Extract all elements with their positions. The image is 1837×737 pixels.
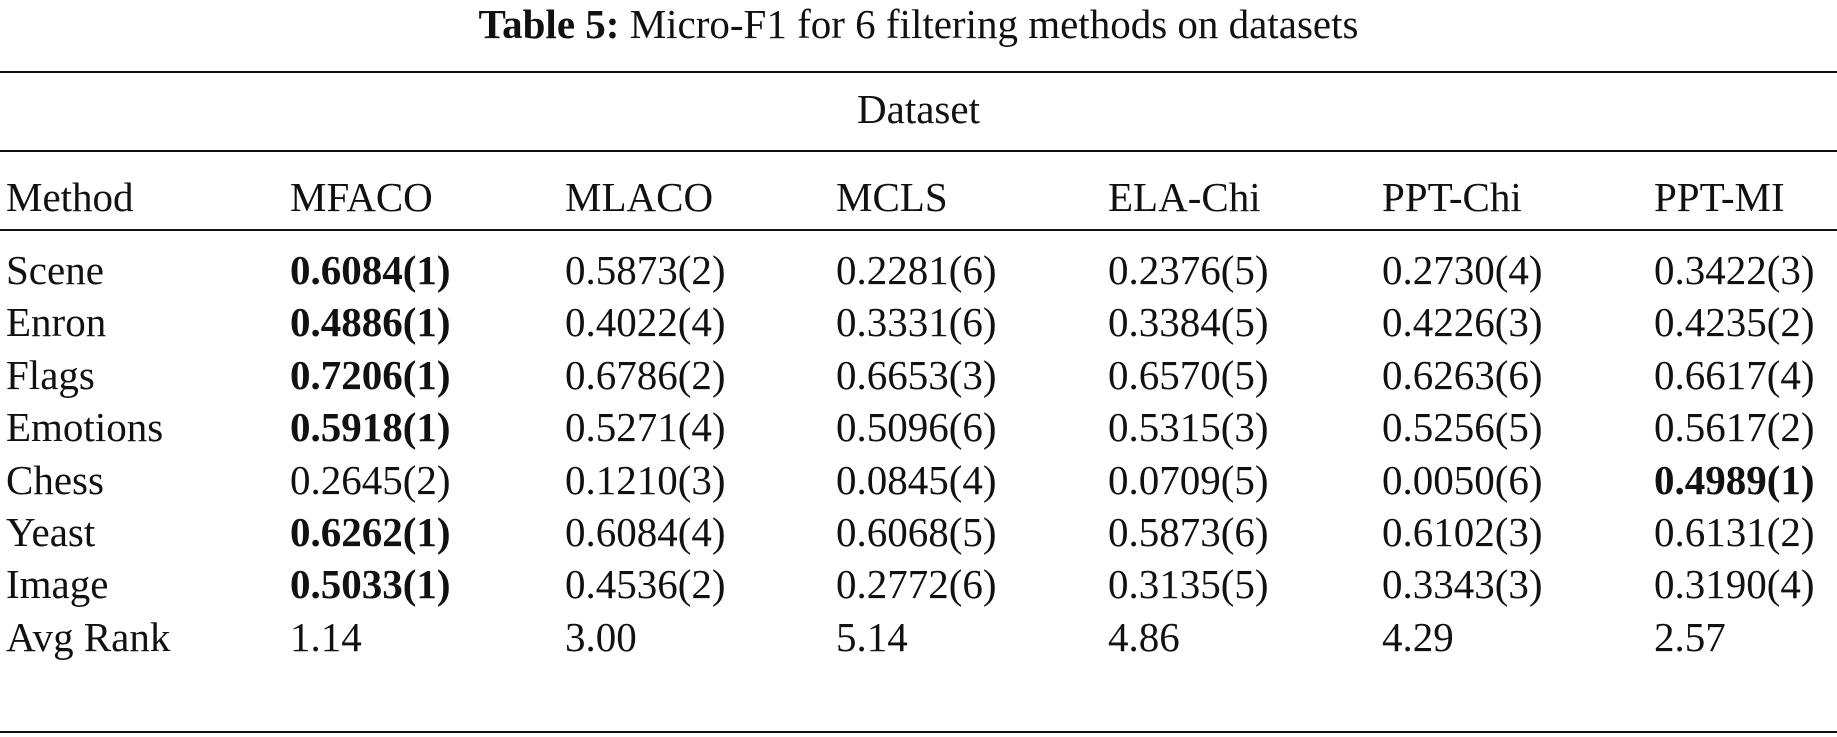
table-cell: 0.5617(2) <box>1654 404 1815 450</box>
row-label-emotions: Emotions <box>6 404 164 450</box>
table-cell: 0.5873(6) <box>1108 509 1269 555</box>
column-header-method: Method <box>6 174 134 220</box>
table-caption: Table 5: Micro-F1 for 6 filtering method… <box>0 0 1837 62</box>
table-row: Avg Rank 1.14 3.00 5.14 4.86 4.29 2.57 <box>0 607 1837 668</box>
row-label-avg-rank: Avg Rank <box>6 614 171 660</box>
table-cell: 0.0709(5) <box>1108 457 1269 503</box>
table-cell: 0.6570(5) <box>1108 352 1269 398</box>
table-cell: 0.6084(4) <box>565 509 726 555</box>
row-label-chess: Chess <box>6 457 104 503</box>
table-cell: 0.5918(1) <box>290 404 451 450</box>
table-cell: 0.6653(3) <box>836 352 997 398</box>
table-cell: 0.2281(6) <box>836 247 997 293</box>
table-cell: 0.2730(4) <box>1382 247 1543 293</box>
table-cell: 0.4022(4) <box>565 299 726 345</box>
header-rule <box>0 229 1837 231</box>
table-cell: 0.5271(4) <box>565 404 726 450</box>
table-cell: 0.5256(5) <box>1382 404 1543 450</box>
bottom-rule <box>0 731 1837 733</box>
table-cell: 0.4235(2) <box>1654 299 1815 345</box>
table-row: Chess 0.2645(2) 0.1210(3) 0.0845(4) 0.0709(5… <box>0 450 1837 511</box>
table-cell: 0.6084(1) <box>290 247 451 293</box>
table-cell: 0.4989(1) <box>1654 457 1815 503</box>
table-cell: 0.6263(6) <box>1382 352 1543 398</box>
table-row: Emotions 0.5918(1) 0.5271(4) 0.5096(6) 0.531… <box>0 397 1837 458</box>
row-label-scene: Scene <box>6 247 104 293</box>
table-cell: 0.0845(4) <box>836 457 997 503</box>
table-row: Flags 0.7206(1) 0.6786(2) 0.6653(3) 0.6570(5… <box>0 345 1837 406</box>
caption-label: Table 5: <box>478 1 620 47</box>
table-cell: 0.3422(3) <box>1654 247 1815 293</box>
table-cell: 0.4886(1) <box>290 299 451 345</box>
table-cell: 0.2376(5) <box>1108 247 1269 293</box>
row-label-flags: Flags <box>6 352 95 398</box>
table-cell: 5.14 <box>836 614 908 660</box>
table-cell: 0.6102(3) <box>1382 509 1543 555</box>
table-row: Yeast 0.6262(1) 0.6084(4) 0.6068(5) 0.5873(6… <box>0 502 1837 563</box>
group-rule <box>0 150 1837 152</box>
top-rule <box>0 71 1837 73</box>
table-cell: 0.3331(6) <box>836 299 997 345</box>
table-cell: 0.6786(2) <box>565 352 726 398</box>
table-cell: 0.6262(1) <box>290 509 451 555</box>
row-label-enron: Enron <box>6 299 107 345</box>
table-cell: 0.3384(5) <box>1108 299 1269 345</box>
table-cell: 0.2772(6) <box>836 561 997 607</box>
table-cell: 3.00 <box>565 614 637 660</box>
table-cell: 0.2645(2) <box>290 457 451 503</box>
table-cell: 4.29 <box>1382 614 1454 660</box>
column-header-mlaco: MLACO <box>565 174 714 220</box>
table-cell: 2.57 <box>1654 614 1726 660</box>
column-header-ppt-mi: PPT-MI <box>1654 174 1785 220</box>
column-header-mcls: MCLS <box>836 174 948 220</box>
table-row: Enron 0.4886(1) 0.4022(4) 0.3331(6) 0.3384(5… <box>0 292 1837 353</box>
table-cell: 0.0050(6) <box>1382 457 1543 503</box>
table-cell: 0.1210(3) <box>565 457 726 503</box>
table-cell: 0.3343(3) <box>1382 561 1543 607</box>
row-label-image: Image <box>6 561 109 607</box>
table-cell: 4.86 <box>1108 614 1180 660</box>
dataset-group-header: Dataset <box>857 86 980 132</box>
table-cell: 0.3190(4) <box>1654 561 1815 607</box>
table-row: Scene 0.6084(1) 0.5873(2) 0.2281(6) 0.2376(5… <box>0 240 1837 301</box>
table-cell: 0.5033(1) <box>290 561 451 607</box>
table-cell: 1.14 <box>290 614 362 660</box>
header-row: Method MFACO MLACO MCLS ELA-Chi PPT-Chi … <box>0 167 1837 228</box>
row-label-yeast: Yeast <box>6 509 96 555</box>
table-cell: 0.5096(6) <box>836 404 997 450</box>
table-cell: 0.4226(3) <box>1382 299 1543 345</box>
table-cell: 0.6131(2) <box>1654 509 1815 555</box>
column-header-ppt-chi: PPT-Chi <box>1382 174 1522 220</box>
table-cell: 0.7206(1) <box>290 352 451 398</box>
table-cell: 0.4536(2) <box>565 561 726 607</box>
column-header-ela-chi: ELA-Chi <box>1108 174 1261 220</box>
table-cell: 0.5873(2) <box>565 247 726 293</box>
column-header-mfaco: MFACO <box>290 174 433 220</box>
table-cell: 0.3135(5) <box>1108 561 1269 607</box>
table-row: Image 0.5033(1) 0.4536(2) 0.2772(6) 0.3135(5… <box>0 554 1837 615</box>
table-cell: 0.6068(5) <box>836 509 997 555</box>
table-cell: 0.6617(4) <box>1654 352 1815 398</box>
caption-text: Micro-F1 for 6 filtering methods on data… <box>629 1 1359 47</box>
table-cell: 0.5315(3) <box>1108 404 1269 450</box>
